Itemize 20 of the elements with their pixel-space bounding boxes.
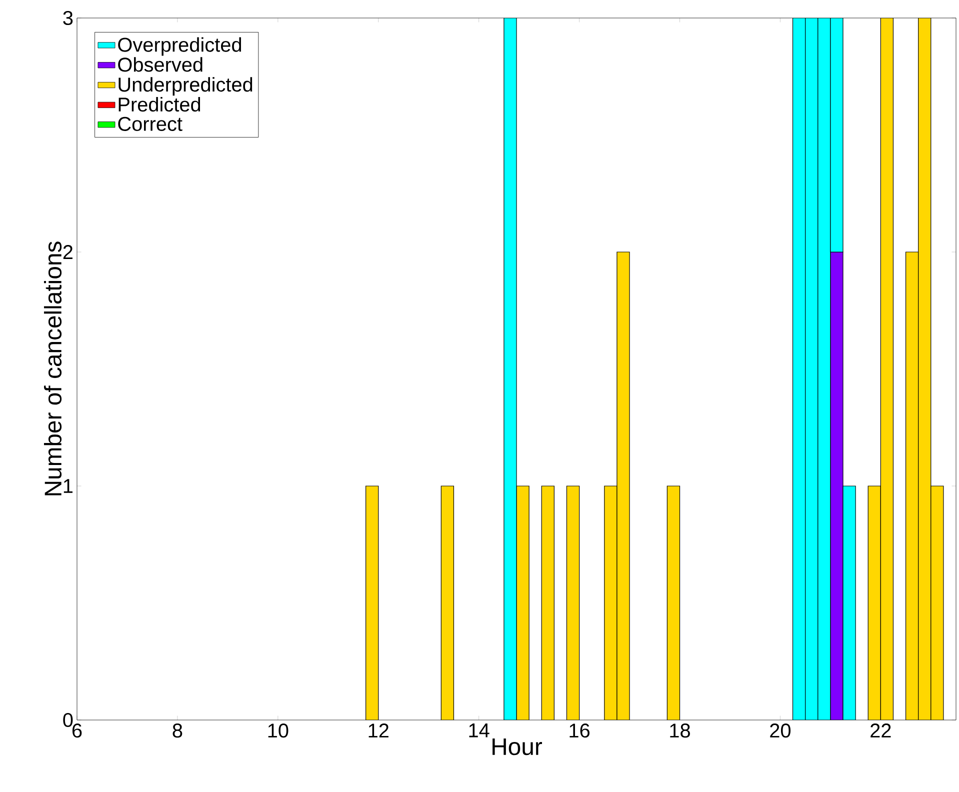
x-tick-label: 6	[72, 724, 82, 738]
x-tick-label: 12	[368, 724, 388, 738]
x-axis-title: Hour	[492, 738, 542, 756]
legend-label: Correct	[118, 116, 182, 131]
legend-label: Predicted	[118, 96, 200, 112]
x-tick-label: 22	[870, 724, 891, 738]
legend-label: Underpredicted	[118, 77, 252, 96]
x-tick-label: 20	[770, 724, 790, 738]
y-axis-title: Number of cancellations	[44, 242, 62, 496]
y-tick-label: 0	[63, 712, 73, 728]
x-tick-label: 16	[570, 724, 590, 738]
x-tick-label: 10	[268, 724, 288, 738]
y-tick-label: 2	[63, 245, 72, 259]
x-tick-label: 14	[469, 724, 490, 738]
x-tick-label: 18	[670, 724, 690, 738]
y-tick-label: 3	[63, 10, 73, 26]
x-tick-label: 8	[172, 724, 182, 738]
legend-label: Observed	[118, 57, 202, 72]
legend-label: Overpredicted	[118, 37, 242, 56]
y-tick-label: 1	[64, 479, 73, 493]
